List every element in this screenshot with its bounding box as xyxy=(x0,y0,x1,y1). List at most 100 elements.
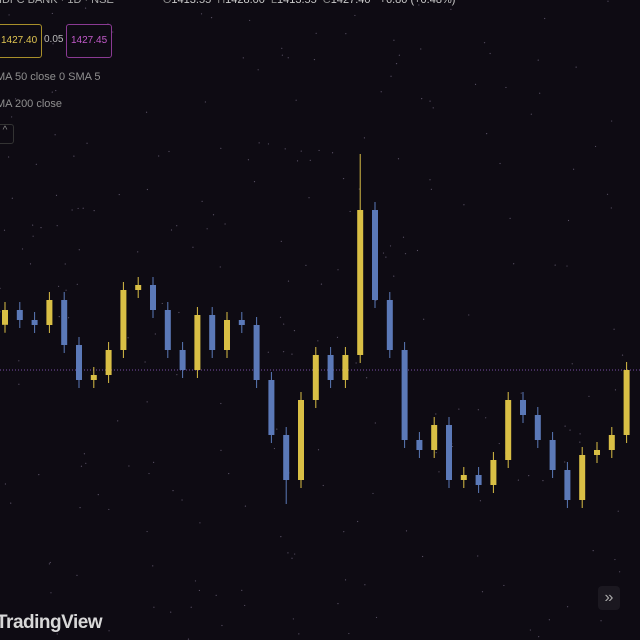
candle-body xyxy=(2,310,8,325)
background-dot xyxy=(224,223,225,224)
background-dot xyxy=(291,558,292,559)
background-dot xyxy=(484,42,485,43)
candle-body xyxy=(624,370,630,435)
background-dot xyxy=(421,98,422,99)
background-dot xyxy=(4,230,5,231)
background-dot xyxy=(422,556,423,557)
background-dot xyxy=(144,361,145,362)
background-dot xyxy=(611,120,612,121)
background-dot xyxy=(211,17,212,18)
candle-body xyxy=(476,475,482,485)
candle-body xyxy=(17,310,23,320)
candle-body xyxy=(564,470,570,500)
collapse-button[interactable]: ^ xyxy=(0,124,14,144)
candle-body xyxy=(505,400,511,460)
background-dot xyxy=(127,337,128,338)
background-dot xyxy=(283,351,284,352)
background-dot xyxy=(281,48,282,49)
background-dot xyxy=(258,69,259,70)
candle-body xyxy=(194,315,200,370)
candle-body xyxy=(387,300,393,350)
background-dot xyxy=(542,480,543,481)
background-dot xyxy=(153,462,154,463)
candle-body xyxy=(165,310,171,350)
indicator[interactable]: MA 50 close 0 SMA 5 xyxy=(0,71,101,83)
background-dot xyxy=(310,160,311,161)
background-dot xyxy=(199,522,200,523)
ohlc-value: 1427.40 xyxy=(331,0,371,6)
background-dot xyxy=(285,148,286,149)
background-dot xyxy=(202,201,203,202)
candle-body xyxy=(32,320,38,325)
candle-body xyxy=(461,475,467,480)
background-dot xyxy=(579,433,580,434)
background-dot xyxy=(291,354,292,355)
background-dot xyxy=(280,317,281,318)
scroll-button[interactable]: » xyxy=(598,586,620,610)
background-dot xyxy=(293,618,294,619)
background-dot xyxy=(65,263,66,264)
background-dot xyxy=(40,227,41,228)
background-dot xyxy=(305,265,306,266)
candle-body xyxy=(268,380,274,435)
background-dot xyxy=(296,100,297,101)
background-dot xyxy=(475,84,476,85)
background-dot xyxy=(119,194,120,195)
background-dot xyxy=(478,409,479,410)
background-dot xyxy=(528,475,529,476)
candle-body xyxy=(550,440,556,470)
background-dot xyxy=(83,208,84,209)
background-dot xyxy=(503,585,504,586)
background-dot xyxy=(518,480,519,481)
background-dot xyxy=(390,76,391,77)
background-dot xyxy=(607,194,608,195)
background-dot xyxy=(158,155,159,156)
background-dot xyxy=(375,422,376,423)
background-dot xyxy=(429,101,430,102)
background-dot xyxy=(435,413,436,414)
background-dot xyxy=(595,146,596,147)
candle-body xyxy=(431,425,437,450)
background-dot xyxy=(195,580,196,581)
background-dot xyxy=(11,116,12,117)
background-dot xyxy=(383,252,384,253)
background-dot xyxy=(337,603,338,604)
background-dot xyxy=(509,218,510,219)
candle-body xyxy=(283,435,289,480)
background-dot xyxy=(77,284,78,285)
indicator[interactable]: MA 200 close xyxy=(0,98,62,110)
background-dot xyxy=(314,59,315,60)
candle-body xyxy=(239,320,245,325)
background-dot xyxy=(33,236,34,237)
candle-body xyxy=(342,355,348,380)
background-dot xyxy=(555,264,556,265)
background-dot xyxy=(549,619,550,620)
background-dot xyxy=(431,189,432,190)
background-dot xyxy=(248,159,249,160)
background-dot xyxy=(52,91,53,92)
background-dot xyxy=(356,362,357,363)
background-dot xyxy=(176,374,177,375)
background-dot xyxy=(8,14,9,15)
background-dot xyxy=(468,314,469,315)
background-dot xyxy=(463,204,464,205)
background-dot xyxy=(298,633,299,634)
candle-body xyxy=(313,355,319,400)
background-dot xyxy=(137,251,138,252)
background-dot xyxy=(207,228,208,229)
background-dot xyxy=(458,408,459,409)
buy-button[interactable]: 1427.45 xyxy=(66,24,112,58)
background-dot xyxy=(36,164,37,165)
background-dot xyxy=(49,563,50,564)
background-dot xyxy=(172,490,173,491)
background-dot xyxy=(0,311,1,312)
background-dot xyxy=(482,591,483,592)
background-dot xyxy=(55,90,56,91)
background-dot xyxy=(73,156,74,157)
background-dot xyxy=(567,606,568,607)
sell-button[interactable]: 1427.40 xyxy=(0,24,42,58)
ohlc-key: H xyxy=(217,0,225,6)
background-dot xyxy=(390,245,391,246)
background-dot xyxy=(538,60,539,61)
